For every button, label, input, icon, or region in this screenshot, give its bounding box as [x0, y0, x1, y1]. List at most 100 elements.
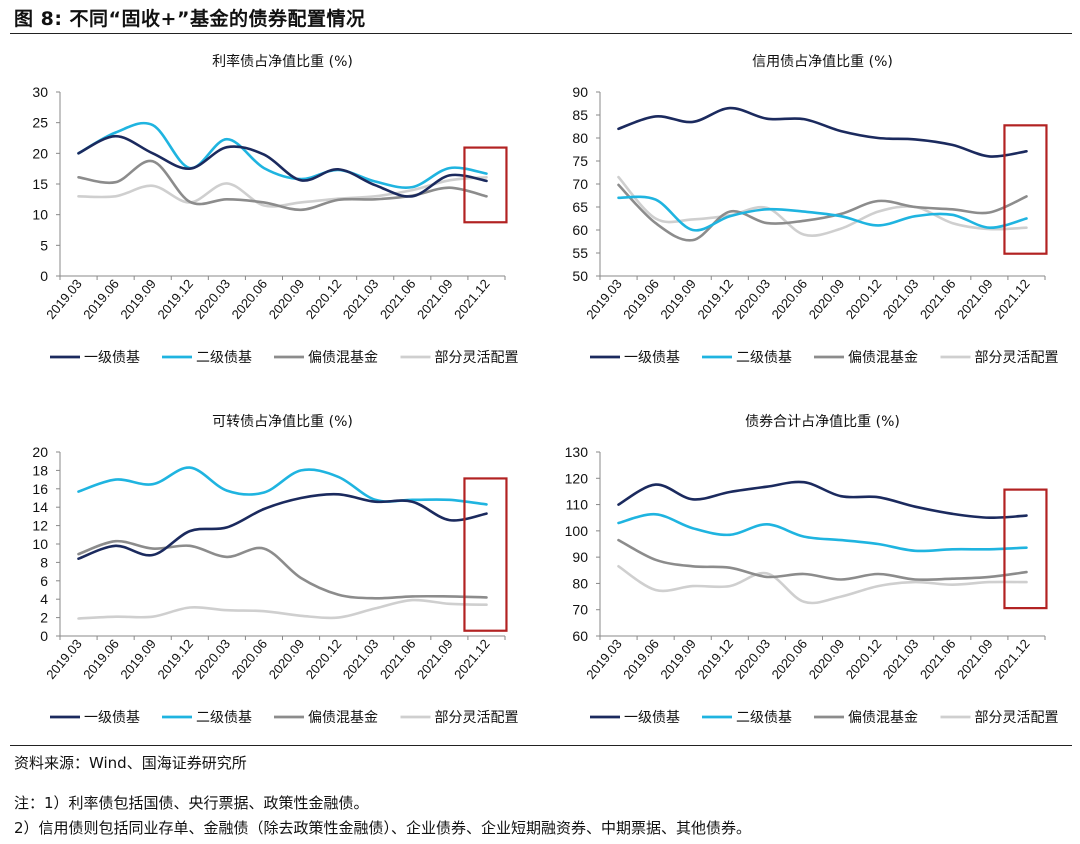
title-rule	[10, 33, 1072, 34]
x-tick-label: 2019.03	[583, 276, 625, 322]
highlight-box	[463, 146, 508, 224]
y-tick-label: 4	[40, 591, 48, 607]
y-tick-label: 25	[32, 115, 48, 131]
highlight-box	[463, 477, 508, 632]
figure-title: 图 8: 不同“固收+”基金的债券配置情况	[14, 8, 366, 30]
x-tick-label: 2021.09	[414, 636, 456, 682]
legend-label: 偏债混基金	[308, 349, 378, 366]
series-line-偏债混基金	[77, 539, 488, 600]
x-tick-label: 2021.06	[377, 636, 419, 682]
y-tick-label: 60	[572, 628, 588, 644]
x-tick-label: 2021.03	[340, 276, 382, 322]
series-line-偏债混基金	[617, 183, 1028, 242]
x-tick-label: 2019.12	[694, 636, 736, 682]
x-tick-label: 2020.12	[303, 276, 345, 322]
chart-svg: 利率债占净值比重 (%)0510152025302019.032019.0620…	[32, 53, 519, 366]
x-tick-label: 2021.12	[451, 636, 493, 682]
series-line-一级债基	[77, 134, 488, 198]
highlight-box	[1003, 124, 1048, 255]
x-tick-label: 2020.03	[731, 636, 773, 682]
series-line-一级债基	[77, 492, 488, 560]
x-tick-label: 2019.03	[583, 636, 625, 682]
series-line-部分灵活配置	[77, 598, 488, 620]
legend-label: 一级债基	[84, 349, 140, 366]
chart-svg: 债券合计占净值比重 (%) 60 70 80 90 100 110 120 130 2019.03…	[565, 414, 1059, 726]
x-tick-label: 2021.06	[377, 276, 419, 322]
x-tick-label: 2021.12	[451, 276, 493, 322]
y-tick-label: 100	[565, 523, 589, 539]
x-tick-label: 2020.03	[191, 276, 233, 322]
y-tick-label: 110	[566, 497, 589, 513]
footer-rule	[10, 745, 1072, 746]
y-tick-label: 14	[32, 499, 48, 515]
chart-title: 可转债占净值比重 (%)	[212, 414, 353, 430]
x-tick-label: 2021.06	[917, 636, 959, 682]
x-tick-label: 2020.06	[769, 276, 811, 322]
x-tick-label: 2019.06	[80, 636, 122, 682]
chart-title: 信用债占净值比重 (%)	[752, 54, 893, 70]
y-tick-label: 130	[565, 444, 589, 460]
note-line-2: 2）信用债则包括同业存单、金融债（除去政策性金融债）、企业债券、企业短期融资券、…	[14, 819, 752, 837]
y-tick-label: 90	[572, 549, 588, 565]
x-tick-label: 2020.06	[769, 636, 811, 682]
y-tick-label: 0	[40, 268, 48, 284]
x-tick-label: 2020.09	[266, 636, 308, 682]
legend-label: 偏债混基金	[308, 709, 378, 726]
y-tick-label: 8	[40, 554, 48, 570]
x-tick-label: 2019.09	[117, 636, 159, 682]
x-tick-label: 2020.03	[191, 636, 233, 682]
series-line-一级债基	[617, 480, 1028, 520]
chart-title: 利率债占净值比重 (%)	[212, 53, 353, 70]
x-tick-label: 2021.09	[954, 276, 996, 322]
x-tick-label: 2019.03	[43, 636, 85, 682]
y-tick-label: 6	[40, 573, 48, 589]
legend-label: 部分灵活配置	[975, 710, 1059, 726]
x-tick-label: 2020.12	[843, 636, 885, 682]
x-tick-label: 2020.06	[229, 636, 271, 682]
y-tick-label: 20	[32, 145, 48, 161]
x-tick-label: 2019.09	[117, 276, 159, 322]
series-line-二级债基	[617, 195, 1028, 232]
y-tick-label: 70	[572, 176, 588, 192]
x-tick-label: 2020.12	[843, 276, 885, 322]
y-tick-label: 10	[32, 536, 48, 552]
legend-label: 二级债基	[196, 709, 252, 726]
y-tick-label: 18	[32, 462, 48, 478]
chart-convertible-bonds: 可转债占净值比重 (%) 0 2 4 6 8 10 12 14 16 18 20 2019.03 2019…	[0, 400, 540, 770]
x-tick-label: 2019.06	[620, 636, 662, 682]
x-tick-label: 2019.12	[154, 276, 196, 322]
legend-label: 部分灵活配置	[435, 350, 519, 366]
x-tick-label: 2021.03	[340, 636, 382, 682]
x-tick-label: 2020.03	[731, 276, 773, 322]
x-tick-label: 2019.03	[43, 276, 85, 322]
series-line-二级债基	[617, 512, 1028, 553]
x-tick-label: 2019.06	[620, 276, 662, 322]
x-tick-label: 2020.06	[229, 276, 271, 322]
chart-total-bonds: 债券合计占净值比重 (%) 60 70 80 90 100 110 120 130 2019.03…	[540, 400, 1080, 770]
y-tick-label: 50	[572, 268, 588, 284]
y-tick-label: 12	[32, 518, 48, 534]
legend-label: 部分灵活配置	[975, 350, 1059, 366]
series-line-二级债基	[77, 121, 488, 189]
legend-label: 一级债基	[624, 709, 680, 726]
x-tick-label: 2019.09	[657, 276, 699, 322]
y-tick-label: 15	[32, 176, 48, 192]
x-tick-label: 2020.09	[806, 636, 848, 682]
x-tick-label: 2019.06	[80, 276, 122, 322]
y-tick-label: 80	[572, 575, 588, 591]
note-line-1: 注：1）利率债包括国债、央行票据、政策性金融债。	[14, 794, 369, 812]
y-tick-label: 120	[565, 470, 589, 486]
chart-svg: 信用债占净值比重 (%)5055606570758085902019.03201…	[572, 54, 1059, 366]
chart-svg: 可转债占净值比重 (%)024681012141618202019.032019…	[32, 414, 518, 726]
chart-rate-bonds: 利率债占净值比重 (%) 0 5 10 15 20 25 30 2019.03 2019.06 20…	[0, 40, 540, 410]
highlight-box	[1003, 488, 1048, 610]
x-tick-label: 2020.09	[806, 276, 848, 322]
y-tick-label: 80	[572, 130, 588, 146]
x-tick-label: 2021.06	[917, 276, 959, 322]
legend-label: 偏债混基金	[848, 349, 918, 366]
y-tick-label: 65	[572, 199, 588, 215]
legend-label: 二级债基	[736, 349, 792, 366]
y-tick-label: 75	[572, 153, 588, 169]
legend-label: 偏债混基金	[848, 709, 918, 726]
y-tick-label: 55	[572, 245, 588, 261]
